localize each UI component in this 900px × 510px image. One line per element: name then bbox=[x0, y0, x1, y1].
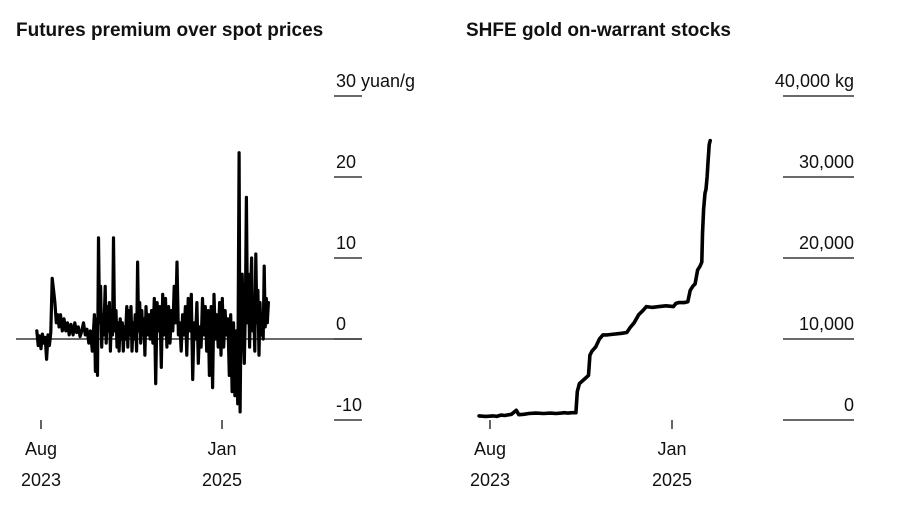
y-tick-label: 30 yuan/g bbox=[336, 71, 415, 91]
y-tick-label: 30,000 bbox=[799, 152, 854, 172]
x-tick-label: Aug bbox=[25, 439, 57, 459]
x-tick-label: 2025 bbox=[652, 470, 692, 490]
y-tick-label: 0 bbox=[844, 395, 854, 415]
x-tick-label: 2023 bbox=[470, 470, 510, 490]
x-tick-label: Jan bbox=[657, 439, 686, 459]
panel-futures-premium: Futures premium over spot prices 30 yuan… bbox=[16, 20, 415, 490]
series-line bbox=[477, 138, 712, 419]
series-line bbox=[35, 151, 270, 414]
panel-warrant-stocks: SHFE gold on-warrant stocks 40,000 kg 30,… bbox=[466, 20, 854, 490]
x-tick-label: Jan bbox=[207, 439, 236, 459]
y-tick-label: 10 bbox=[336, 233, 356, 253]
y-tick-label: -10 bbox=[336, 395, 362, 415]
y-tick-label: 0 bbox=[336, 314, 346, 334]
x-tick-label: 2023 bbox=[21, 470, 61, 490]
x-tick-label: Aug bbox=[474, 439, 506, 459]
y-tick-label: 20 bbox=[336, 152, 356, 172]
y-tick-label: 40,000 kg bbox=[775, 71, 854, 91]
y-tick-label: 10,000 bbox=[799, 314, 854, 334]
y-tick-label: 20,000 bbox=[799, 233, 854, 253]
chart-title: Futures premium over spot prices bbox=[16, 20, 323, 41]
x-tick-label: 2025 bbox=[202, 470, 242, 490]
chart-title: SHFE gold on-warrant stocks bbox=[466, 20, 731, 41]
